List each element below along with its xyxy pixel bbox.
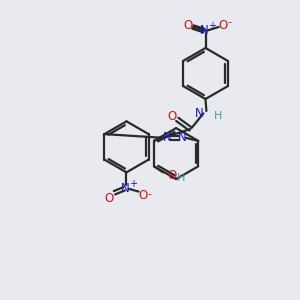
Text: +: + (208, 21, 216, 31)
Text: N: N (200, 24, 208, 37)
Text: N: N (178, 131, 187, 144)
Text: O: O (168, 110, 177, 124)
Text: O: O (167, 169, 176, 182)
Text: O: O (138, 189, 147, 202)
Text: N: N (163, 131, 171, 144)
Text: -: - (148, 189, 152, 199)
Text: N: N (195, 107, 203, 120)
Text: O: O (218, 19, 227, 32)
Text: H: H (214, 111, 222, 121)
Text: H: H (177, 173, 185, 183)
Text: O: O (184, 19, 193, 32)
Text: N: N (121, 182, 129, 195)
Text: -: - (227, 16, 232, 27)
Text: O: O (104, 192, 114, 205)
Text: +: + (129, 179, 137, 189)
